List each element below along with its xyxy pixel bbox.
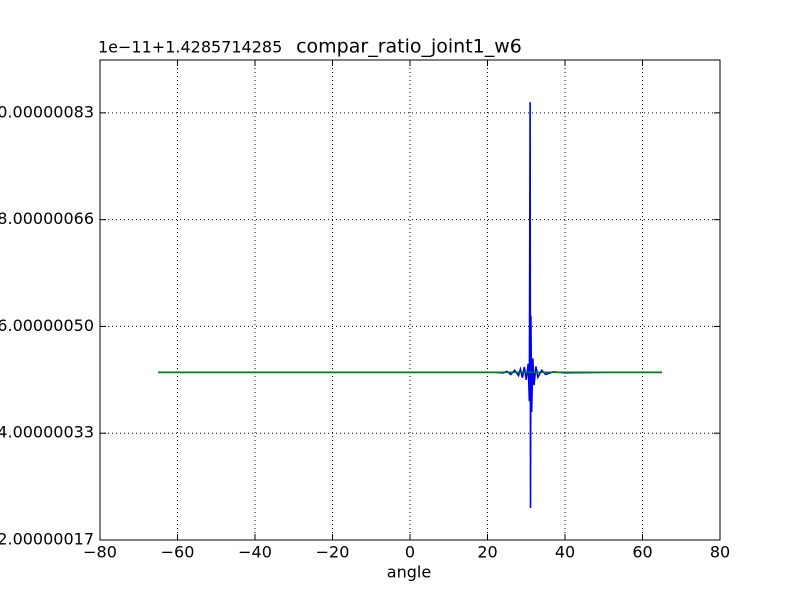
chart-title: compar_ratio_joint1_w6 bbox=[296, 36, 522, 58]
x-tick-label: 40 bbox=[555, 543, 575, 562]
x-tick-label: 60 bbox=[632, 543, 652, 562]
y-tick-label: 6.00000050 bbox=[0, 316, 94, 335]
y-tick-label: 10.00000083 bbox=[0, 102, 94, 121]
axes-frame bbox=[99, 59, 721, 541]
x-tick-label: 0 bbox=[405, 543, 415, 562]
y-tick-label: 4.00000033 bbox=[0, 423, 94, 442]
offset-text: 1e−11+1.4285714285 bbox=[98, 38, 282, 57]
y-tick-label: 2.00000017 bbox=[0, 530, 94, 549]
x-tick-label: −80 bbox=[83, 543, 117, 562]
x-tick-label: −20 bbox=[316, 543, 350, 562]
x-tick-label: 80 bbox=[710, 543, 730, 562]
x-axis-label: angle bbox=[387, 563, 431, 582]
x-tick-label: −40 bbox=[238, 543, 272, 562]
y-tick-label: 8.00000066 bbox=[0, 209, 94, 228]
x-tick-label: 20 bbox=[477, 543, 497, 562]
x-tick-label: −60 bbox=[161, 543, 195, 562]
